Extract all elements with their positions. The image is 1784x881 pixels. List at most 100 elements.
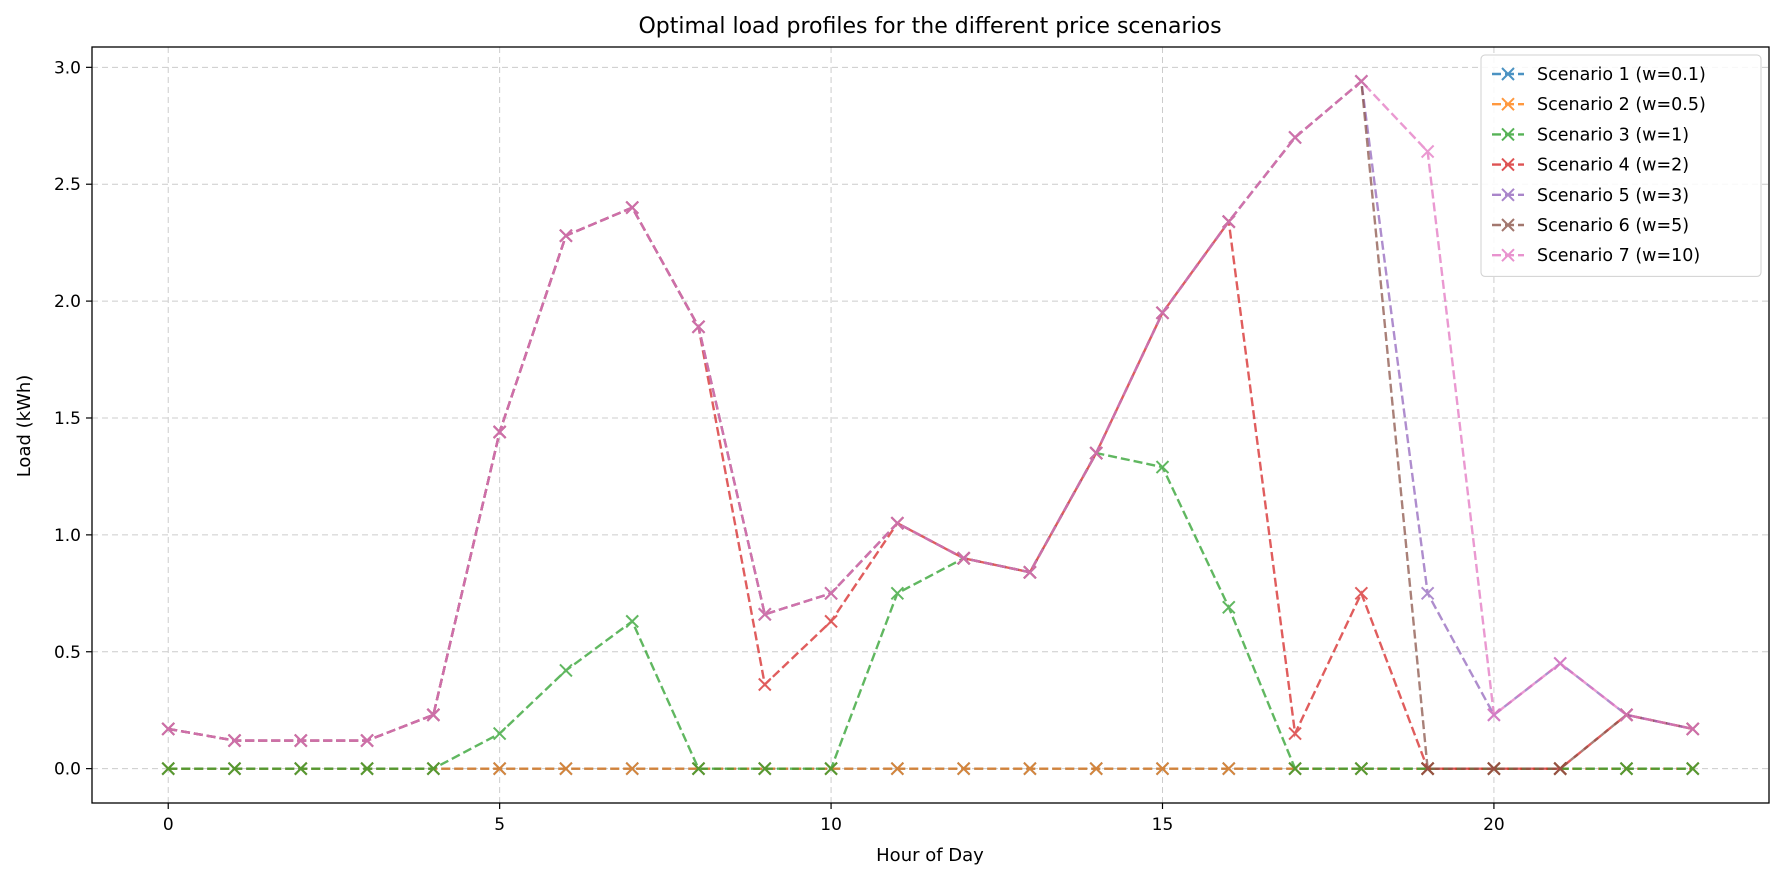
data-point-marker	[758, 677, 772, 692]
x-tick-label: 15	[1152, 815, 1174, 835]
data-point-marker	[492, 425, 507, 439]
data-point-marker	[890, 586, 905, 601]
legend-marker	[1501, 97, 1515, 111]
data-point-marker	[1288, 761, 1302, 776]
data-point-marker	[559, 761, 573, 776]
data-point-marker	[1023, 761, 1037, 776]
data-point-marker	[227, 733, 242, 748]
data-point-marker	[1487, 708, 1501, 722]
x-tick-label: 0	[163, 815, 174, 835]
series-line	[168, 79, 1694, 742]
legend-swatch	[1492, 157, 1524, 172]
data-point-marker	[758, 607, 772, 622]
data-point-marker	[1023, 565, 1037, 579]
legend-label: Scenario 3 (w=1)	[1537, 125, 1689, 145]
data-point-marker	[1089, 761, 1103, 776]
data-point-marker	[1553, 656, 1567, 671]
series-layer	[161, 74, 1700, 776]
y-tick-label: 3.0	[54, 58, 81, 78]
y-axis-label: Load (kWh)	[14, 375, 35, 478]
data-point-marker	[1222, 761, 1236, 776]
series-line	[168, 451, 1693, 770]
data-point-marker	[1420, 761, 1435, 776]
data-point-marker	[625, 614, 639, 629]
data-point-marker	[691, 320, 706, 334]
data-point-marker	[1420, 144, 1435, 159]
legend-item: Scenario 5 (w=3)	[1492, 186, 1689, 206]
data-point-marker	[956, 551, 971, 565]
grid	[92, 47, 1769, 803]
data-point-marker	[559, 663, 573, 678]
legend-swatch	[1492, 67, 1524, 81]
data-point-marker	[360, 733, 374, 748]
legend-marker	[1501, 218, 1515, 232]
x-tick-label: 20	[1483, 815, 1505, 835]
legend-item: Scenario 3 (w=1)	[1492, 125, 1689, 145]
legend-item: Scenario 4 (w=2)	[1492, 156, 1689, 176]
data-point-marker	[1155, 306, 1170, 320]
data-point-marker	[559, 228, 573, 243]
y-tick-label: 1.5	[54, 409, 81, 429]
y-tick-label: 0.5	[54, 643, 81, 663]
legend-swatch	[1492, 248, 1524, 262]
data-point-marker	[1553, 761, 1567, 776]
series-5	[161, 74, 1700, 748]
y-tick-label: 2.5	[54, 175, 81, 195]
legend-item: Scenario 7 (w=10)	[1492, 246, 1700, 266]
legend-marker	[1501, 67, 1515, 81]
legend-swatch	[1492, 188, 1524, 202]
series-6	[161, 74, 1700, 776]
legend-label: Scenario 5 (w=3)	[1537, 186, 1689, 206]
series-line	[168, 79, 1694, 742]
legend-box	[1480, 54, 1762, 277]
data-point-marker	[824, 586, 838, 601]
data-point-marker	[426, 761, 441, 776]
data-point-marker	[1222, 600, 1236, 615]
data-point-marker	[1222, 214, 1236, 229]
plot-frame	[91, 46, 1770, 804]
data-point-marker	[691, 761, 706, 776]
series-7	[161, 74, 1700, 748]
data-point-marker	[1089, 446, 1103, 460]
series-3	[161, 446, 1700, 776]
data-point-marker	[890, 761, 905, 776]
legend-swatch	[1492, 218, 1524, 232]
data-point-marker	[1487, 761, 1501, 776]
data-point-marker	[294, 761, 308, 776]
legend-marker	[1501, 127, 1515, 142]
data-point-marker	[1155, 761, 1170, 776]
legend-marker	[1501, 188, 1515, 202]
legend-marker	[1501, 157, 1515, 172]
legend-item: Scenario 1 (w=0.1)	[1492, 65, 1706, 85]
y-axis: 0.0 0.5 1.0 1.5 2.0 2.5 3.0	[54, 58, 92, 780]
data-point-marker	[625, 200, 639, 215]
data-point-marker	[360, 761, 374, 776]
x-axis: 0 5 10 15 20	[163, 803, 1505, 835]
data-point-marker	[1354, 74, 1369, 89]
data-point-marker	[1619, 708, 1634, 722]
data-point-marker	[161, 761, 175, 776]
legend-label: Scenario 2 (w=0.5)	[1537, 95, 1706, 115]
chart-title: Optimal load profiles for the different …	[638, 14, 1221, 39]
legend-label: Scenario 1 (w=0.1)	[1537, 65, 1706, 85]
data-point-marker	[824, 614, 838, 629]
data-point-marker	[1354, 761, 1369, 776]
data-point-marker	[1619, 761, 1634, 776]
series-line	[168, 206, 1694, 770]
legend-label: Scenario 4 (w=2)	[1537, 156, 1689, 176]
x-axis-label: Hour of Day	[876, 845, 984, 866]
data-point-marker	[1420, 586, 1435, 601]
legend-swatch	[1492, 97, 1524, 111]
x-tick-label: 5	[494, 815, 505, 835]
data-point-marker	[1155, 460, 1170, 474]
legend-item: Scenario 6 (w=5)	[1492, 216, 1689, 236]
legend-item: Scenario 2 (w=0.5)	[1492, 95, 1706, 115]
legend-label: Scenario 7 (w=10)	[1537, 246, 1700, 266]
data-point-marker	[227, 761, 242, 776]
legend-label: Scenario 6 (w=5)	[1537, 216, 1689, 236]
data-point-marker	[824, 761, 838, 776]
data-point-marker	[1354, 586, 1369, 601]
data-point-marker	[956, 761, 971, 776]
data-point-marker	[161, 722, 175, 736]
